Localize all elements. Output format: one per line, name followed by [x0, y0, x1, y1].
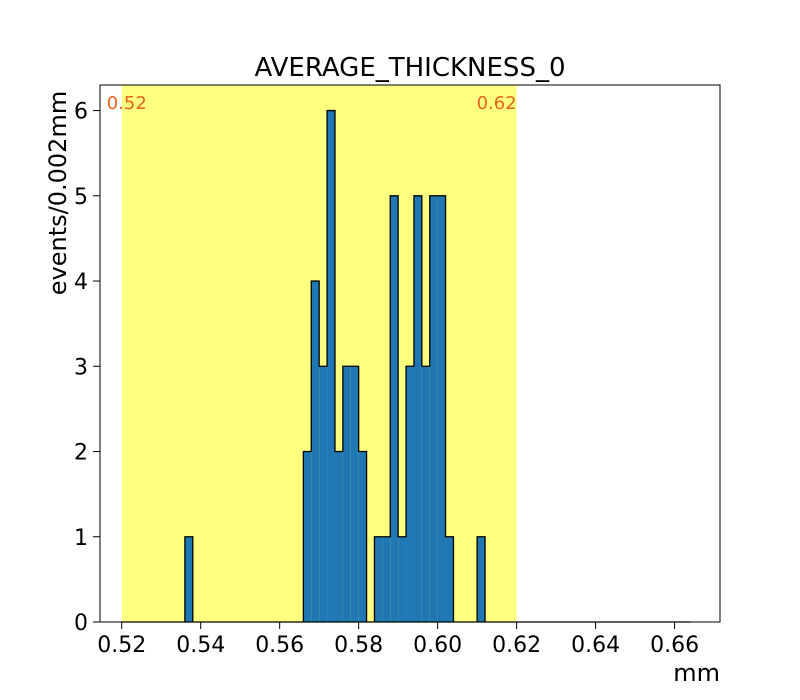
x-axis-ticks: 0.52 0.54 0.56 0.58 0.60 0.62 0.64 0.66 — [97, 622, 699, 658]
histogram-bar — [437, 195, 446, 623]
x-tick-label: 0.58 — [334, 633, 383, 658]
y-tick-label: 5 — [74, 185, 88, 210]
x-tick-label: 0.52 — [97, 633, 146, 658]
x-tick-label: 0.56 — [255, 633, 304, 658]
x-tick-label: 0.66 — [650, 633, 699, 658]
histogram-bar — [374, 536, 383, 622]
histogram-bar — [398, 536, 407, 622]
x-axis-title: mm — [673, 659, 720, 687]
histogram-bar — [358, 451, 367, 622]
plot-frame — [99, 84, 721, 623]
band-end-label: 0.62 — [477, 93, 517, 114]
histogram-bar — [390, 195, 399, 623]
y-tick-label: 6 — [74, 100, 88, 125]
histogram-bar — [413, 195, 422, 623]
chart-title: AVERAGE_THICKNESS_0 — [255, 53, 566, 83]
histogram-bar — [445, 536, 454, 622]
histogram-bar — [477, 536, 486, 622]
x-tick-label: 0.64 — [571, 633, 620, 658]
x-tick-label: 0.54 — [176, 633, 225, 658]
histogram-bar — [311, 281, 320, 622]
y-axis-title: events/0.002mm — [44, 91, 72, 295]
y-tick-label: 1 — [74, 526, 88, 551]
histogram-bar — [350, 366, 359, 622]
histogram-bar — [342, 366, 351, 622]
y-axis-ticks: 0 1 2 3 4 5 6 — [74, 100, 100, 636]
histogram-bar — [406, 366, 414, 622]
histogram-bar — [382, 536, 391, 622]
histogram-outline — [184, 109, 486, 622]
histogram-bar — [184, 536, 193, 622]
band-start-label: 0.52 — [107, 93, 147, 114]
y-tick-label: 3 — [74, 355, 88, 380]
x-tick-label: 0.60 — [413, 633, 462, 658]
histogram-bar — [334, 451, 343, 622]
histogram-bar — [319, 366, 328, 622]
histogram-bar — [421, 366, 430, 622]
x-tick-label: 0.62 — [492, 633, 541, 658]
histogram-bar — [429, 195, 438, 623]
histogram-bar — [327, 110, 335, 623]
histogram-bar — [303, 451, 312, 622]
y-tick-label: 2 — [74, 441, 88, 466]
y-tick-label: 0 — [74, 611, 88, 636]
y-tick-label: 4 — [74, 270, 88, 295]
histogram-bars — [184, 109, 486, 623]
